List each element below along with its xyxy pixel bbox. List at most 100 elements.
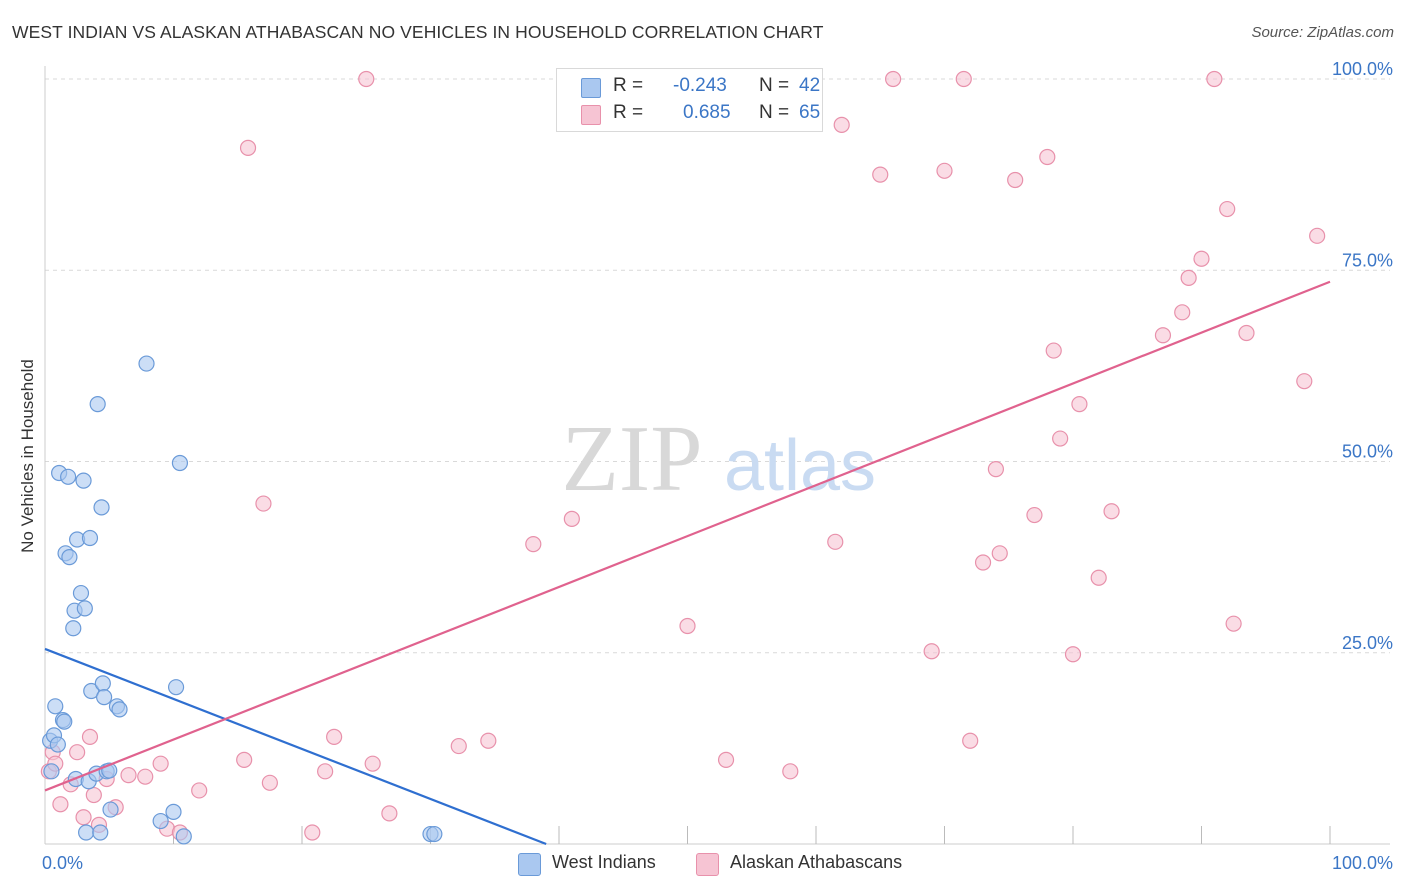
y-axis-title: No Vehicles in Household <box>18 359 37 553</box>
athabascan-point <box>358 70 375 88</box>
source-credit: Source: ZipAtlas.com <box>1251 24 1394 41</box>
legend-n-value: 42 <box>799 75 821 96</box>
west-indian-point <box>75 472 92 489</box>
legend-r-value: 0.685 <box>683 102 731 123</box>
west-indian-point <box>167 679 185 696</box>
athabascan-point <box>1154 327 1172 344</box>
west-indian-point <box>61 549 78 566</box>
athabascan-point <box>1238 324 1255 342</box>
west-indian-point <box>152 812 169 830</box>
athabascan-point <box>1064 646 1082 663</box>
athabascan-point <box>1219 200 1236 218</box>
athabascan-point <box>239 139 257 156</box>
west-indian-point <box>165 803 182 820</box>
west-indian-point <box>111 701 128 718</box>
athabascan-point <box>987 461 1005 478</box>
athabascan-trendline <box>44 280 1331 792</box>
athabascan-point <box>480 732 497 749</box>
athabascan-point <box>1206 70 1223 88</box>
athabascan-point <box>1090 569 1107 586</box>
correlation-legend: R = -0.243 N = 42 R = 0.685 N = 65 <box>556 68 823 132</box>
y-tick-label: 25.0% <box>1342 633 1393 653</box>
west-indian-point <box>60 468 77 485</box>
data-points <box>40 70 1326 845</box>
athabascan-point <box>884 70 902 88</box>
legend-r-label: R = <box>613 75 644 96</box>
athabascan-point <box>563 510 580 527</box>
west-indian-point <box>81 529 99 547</box>
athabascan-point <box>69 744 86 761</box>
y-tick-label: 75.0% <box>1342 250 1393 270</box>
west-indian-point <box>93 499 110 516</box>
athabascan-point <box>236 751 253 768</box>
legend-n-label: N = <box>759 102 790 123</box>
legend-r-label: R = <box>613 102 644 123</box>
west-indian-point <box>89 396 106 413</box>
athabascan-point <box>381 805 398 822</box>
athabascan-point <box>152 755 169 772</box>
axis-labels: 25.0% 50.0% 75.0% 100.0% 0.0% 100.0% <box>42 59 1393 873</box>
athabascan-point <box>1071 396 1088 413</box>
watermark: ZIP atlas <box>562 407 877 511</box>
west-indian-point <box>96 689 113 706</box>
athabascan-point <box>255 495 272 512</box>
y-tick-label: 100.0% <box>1332 59 1393 79</box>
athabascan-point <box>717 751 735 768</box>
west-indian-point <box>76 600 93 617</box>
west-indian-point <box>78 824 95 841</box>
athabascan-point <box>450 737 467 755</box>
athabascan-point <box>974 554 992 571</box>
athabascan-point <box>1296 373 1313 390</box>
y-tick-label: 50.0% <box>1342 442 1393 462</box>
athabascan-point <box>1193 250 1210 267</box>
west-indian-point <box>94 675 111 692</box>
athabascan-point <box>1225 615 1242 632</box>
athabascan-point <box>364 755 381 772</box>
legend-swatch-blue <box>581 78 601 98</box>
athabascan-point <box>936 162 953 179</box>
legend-swatch-pink <box>581 105 601 125</box>
west-indian-point <box>47 698 64 715</box>
west-indian-point <box>49 736 66 753</box>
west-indian-point <box>43 763 60 780</box>
athabascan-point <box>120 767 137 784</box>
athabascan-point <box>827 533 844 550</box>
legend-n-value: 65 <box>799 102 821 123</box>
athabascan-point <box>833 116 850 134</box>
west-indian-point <box>56 713 73 730</box>
bottom-legend-label: West Indians <box>552 852 656 872</box>
athabascan-point <box>525 536 542 553</box>
athabascan-point <box>326 728 343 746</box>
legend-r-value: -0.243 <box>673 75 727 96</box>
west-indian-point <box>65 620 82 637</box>
athabascan-point <box>75 809 92 826</box>
trend-lines <box>44 280 1331 846</box>
athabascan-point <box>1103 503 1120 520</box>
athabascan-point <box>52 796 69 813</box>
athabascan-point <box>85 786 102 804</box>
west-indian-point <box>171 454 189 472</box>
athabascan-point <box>1309 227 1326 244</box>
athabascan-point <box>1026 506 1043 524</box>
athabascan-point <box>991 545 1008 562</box>
axes <box>44 66 1390 845</box>
athabascan-point <box>261 774 278 791</box>
athabascan-point <box>1045 342 1062 359</box>
bottom-legend-swatch-pink <box>696 853 719 876</box>
athabascan-point <box>872 166 889 183</box>
athabascan-point <box>782 763 799 780</box>
x-tick-label: 0.0% <box>42 853 83 873</box>
athabascan-point <box>955 70 972 88</box>
west-indian-point <box>102 801 119 818</box>
west-indian-point <box>72 584 90 602</box>
athabascan-point <box>81 728 99 746</box>
x-tick-label: 100.0% <box>1332 853 1393 873</box>
grid-lines <box>45 78 1390 654</box>
bottom-legend-label: Alaskan Athabascans <box>730 852 903 872</box>
athabascan-point <box>1039 148 1056 166</box>
west-indian-point <box>138 355 155 372</box>
west-indian-point <box>175 828 192 845</box>
athabascan-point <box>679 617 696 635</box>
watermark-atlas: atlas <box>724 426 876 506</box>
